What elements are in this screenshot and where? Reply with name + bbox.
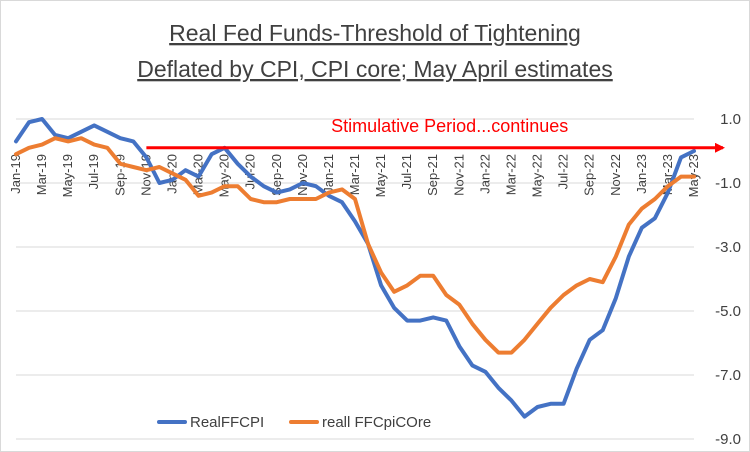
x-tick-label: Jul-19 — [86, 154, 101, 189]
x-tick-label: May-21 — [373, 154, 388, 197]
x-tick-label: Mar-19 — [34, 154, 49, 195]
annotation-text: Stimulative Period...continues — [331, 116, 568, 136]
x-tick-label: May-22 — [530, 154, 545, 197]
x-tick-label: Sep-22 — [582, 154, 597, 196]
y-tick-label: -1.0 — [715, 175, 741, 192]
x-tick-label: Nov-20 — [295, 154, 310, 196]
y-tick-label: -9.0 — [715, 431, 741, 448]
x-tick-label: Jan-22 — [477, 154, 492, 194]
legend: RealFFCPI reall FFCpiCOre — [157, 414, 431, 431]
x-tick-label: Nov-21 — [451, 154, 466, 196]
chart-title-line-1: Real Fed Funds-Threshold of Tightening — [169, 20, 581, 46]
y-tick-label: 1.0 — [720, 111, 741, 128]
gridlines — [16, 118, 694, 440]
chart-title-line-2: Deflated by CPI, CPI core; May April est… — [137, 56, 613, 82]
legend-label-1: reall FFCpiCOre — [322, 414, 431, 431]
x-tick-label: Sep-21 — [425, 154, 440, 196]
legend-label-0: RealFFCPI — [190, 414, 264, 431]
y-tick-label: -7.0 — [715, 367, 741, 384]
x-tick-label: Jul-22 — [556, 154, 571, 189]
x-tick-label: Jan-23 — [634, 154, 649, 194]
series-line-0 — [14, 117, 696, 419]
x-axis-ticks: Jan-19 Mar-19 May-19 Jul-19 Sep-19 Nov-19 Jan-… — [8, 154, 701, 197]
x-tick-label: Jul-21 — [399, 154, 414, 189]
x-tick-label: Jan-21 — [321, 154, 336, 194]
series-lines — [14, 117, 696, 419]
x-tick-label: Mar-22 — [503, 154, 518, 195]
x-tick-label: Nov-22 — [608, 154, 623, 196]
y-axis-ticks: 1.0 -1.0 -3.0 -5.0 -7.0 -9.0 — [715, 111, 741, 448]
y-tick-label: -5.0 — [715, 303, 741, 320]
x-tick-label: Sep-20 — [269, 154, 284, 196]
x-tick-label: Jan-19 — [8, 154, 23, 194]
x-tick-label: May-19 — [60, 154, 75, 197]
annotations: Stimulative Period...continues — [146, 116, 725, 153]
x-tick-label: Mar-21 — [347, 154, 362, 195]
series-line-1 — [14, 136, 696, 355]
y-tick-label: -3.0 — [715, 239, 741, 256]
